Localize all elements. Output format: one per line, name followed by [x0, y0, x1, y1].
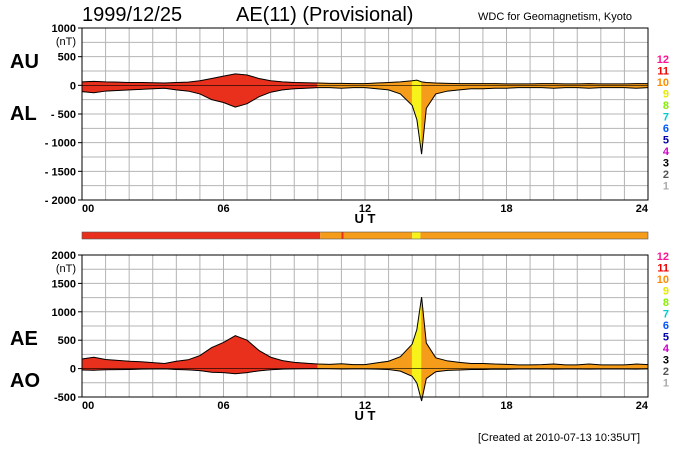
y-unit-label: (nT): [56, 263, 76, 275]
activity-level-label-1: 9: [663, 89, 669, 101]
activity-level-label-2: 12: [657, 251, 669, 263]
activity-level-label-2: 10: [657, 274, 669, 286]
activity-level-label-1: 3: [663, 158, 669, 170]
activity-level-label-2: 9: [663, 286, 669, 298]
date-title: 1999/12/25: [82, 4, 182, 27]
x-tick-label: 24: [636, 203, 649, 215]
area-segment-AE: [235, 336, 247, 369]
created-timestamp: [Created at 2010-07-13 10:35UT]: [478, 432, 640, 444]
y-tick-label: 1000: [52, 307, 76, 319]
area-segment-AE: [518, 365, 530, 369]
y-tick-label: - 1000: [45, 138, 76, 150]
area-segment-AE: [129, 361, 141, 368]
x-tick-label: 06: [217, 400, 229, 412]
activity-level-label-1: 11: [657, 66, 669, 78]
activity-level-label-2: 2: [663, 366, 669, 378]
y-tick-label: - 500: [51, 109, 76, 121]
activity-level-label-2: 4: [663, 343, 670, 355]
activity-level-label-1: 10: [657, 77, 669, 89]
area-segment-AL: [259, 85, 271, 96]
area-segment-AU: [235, 74, 247, 85]
area-segment-AL: [224, 85, 236, 107]
area-segment-AE: [353, 365, 365, 369]
activity-level-label-1: 6: [663, 123, 669, 135]
source-label: WDC for Geomagnetism, Kyoto: [478, 11, 632, 23]
y-unit-label: (nT): [56, 36, 76, 48]
y-tick-label: 2000: [52, 250, 76, 262]
x-tick-label: 24: [636, 400, 649, 412]
y-tick-label: 1500: [52, 278, 76, 290]
activity-level-label-1: 8: [663, 100, 669, 112]
activity-level-label-2: 5: [663, 332, 669, 344]
activity-level-label-1: 12: [657, 54, 669, 66]
activity-bar-segment: [344, 232, 412, 239]
area-segment-AE: [117, 360, 129, 368]
area-segment-AE: [613, 365, 625, 369]
panel-1: [78, 28, 648, 200]
activity-level-label-2: 1: [663, 378, 669, 390]
activity-bar-segment: [341, 232, 343, 239]
activity-level-label-2: 7: [663, 309, 669, 321]
area-segment-AE: [200, 348, 212, 369]
y-tick-label: 1000: [52, 23, 76, 35]
x-axis-label: U T: [355, 211, 376, 226]
x-tick-label: 00: [82, 400, 94, 412]
y-tick-label: 500: [58, 335, 76, 347]
area-segment-AL: [247, 85, 259, 103]
x-tick-label: 06: [217, 203, 229, 215]
au-panel-label: AU: [10, 51, 39, 74]
area-segment-AL: [200, 85, 212, 99]
area-segment-AL: [389, 85, 401, 94]
x-tick-label: 18: [500, 400, 512, 412]
activity-level-label-1: 1: [663, 181, 669, 193]
panel-2: [78, 255, 648, 401]
activity-level-label-1: 2: [663, 169, 669, 181]
x-tick-label: 00: [82, 203, 94, 215]
area-segment-AL: [412, 85, 417, 119]
y-tick-label: 0: [70, 80, 76, 92]
y-tick-label: - 2000: [45, 195, 76, 207]
area-segment-AE: [400, 344, 412, 368]
area-segment-AL: [471, 85, 483, 88]
x-axis-label: U T: [355, 408, 376, 423]
y-tick-label: 0: [70, 364, 76, 376]
chart-title: AE(11) (Provisional): [236, 4, 413, 27]
activity-bar-segment: [420, 232, 648, 239]
y-tick-label: - 1500: [45, 166, 76, 178]
activity-level-label-2: 3: [663, 355, 669, 367]
ae-panel-label: AE: [10, 328, 38, 351]
activity-level-label-1: 7: [663, 112, 669, 124]
activity-bar-segment: [320, 232, 341, 239]
area-segment-AE: [247, 340, 259, 368]
area-segment-AE: [106, 360, 118, 369]
area-segment-AE: [417, 297, 422, 369]
activity-bar-segment: [412, 232, 420, 239]
area-segment-AE: [565, 365, 577, 369]
area-segment-AE: [601, 365, 613, 369]
ao-panel-label: AO: [10, 370, 40, 393]
area-segment-AO: [412, 369, 417, 383]
al-panel-label: AL: [10, 103, 37, 126]
y-tick-label: -500: [54, 392, 76, 404]
area-segment-AL: [417, 85, 422, 154]
x-tick-label: 18: [500, 203, 512, 215]
activity-bar-segment: [82, 232, 320, 239]
activity-level-label-1: 5: [663, 135, 669, 147]
activity-level-label-2: 11: [657, 263, 669, 275]
area-segment-AE: [259, 350, 271, 368]
activity-level-label-2: 8: [663, 297, 669, 309]
y-tick-label: 500: [58, 52, 76, 64]
area-segment-AE: [471, 363, 483, 368]
activity-level-label-2: 6: [663, 320, 669, 332]
activity-level-label-1: 4: [663, 146, 670, 158]
